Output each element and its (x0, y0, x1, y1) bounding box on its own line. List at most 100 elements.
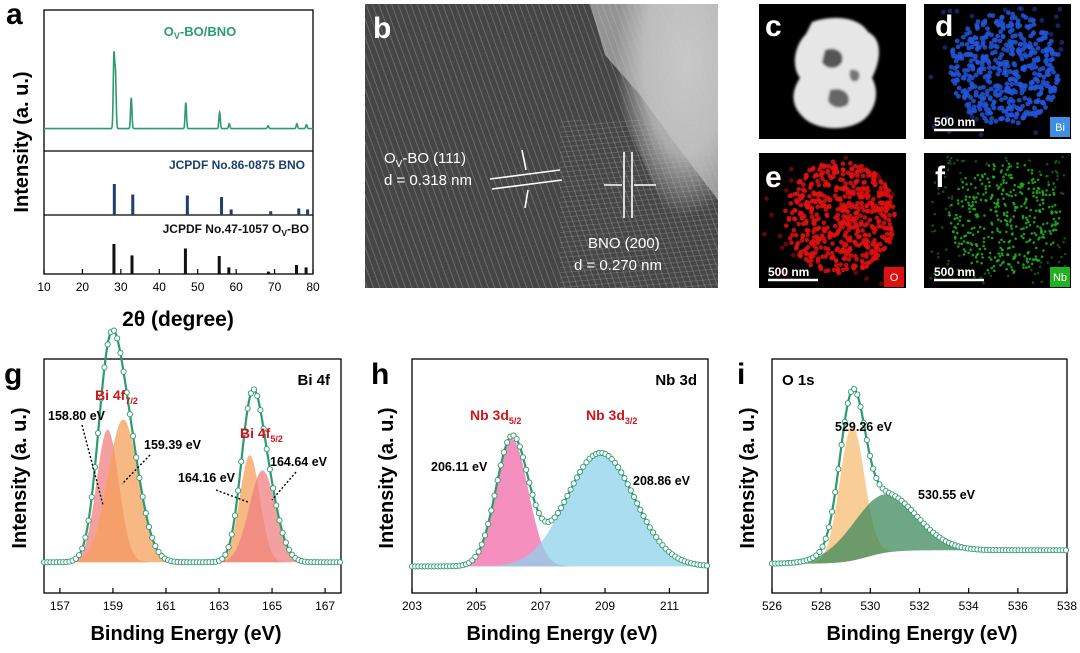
bi-dot-807 (973, 89, 979, 95)
bi-dot-897 (1026, 97, 1032, 103)
nb-dot-353 (1053, 203, 1057, 207)
i-point-87 (860, 419, 867, 427)
nb-dot-691 (992, 163, 995, 166)
nb-dot-616 (970, 205, 973, 208)
nb-dot-238 (1045, 162, 1049, 166)
o-dot-174 (769, 212, 774, 218)
bi-dot-674 (1017, 82, 1023, 87)
o-dot-857 (873, 252, 878, 257)
panel-letter-b: b (373, 12, 391, 45)
nb-dot-513 (950, 203, 953, 207)
o-dot-514 (860, 260, 866, 266)
o-dot-837 (887, 222, 893, 227)
nb-dot-535 (1028, 223, 1032, 227)
bi-dot-408 (1007, 29, 1013, 35)
bi-dot-353 (993, 89, 998, 94)
nb-dot-298 (1038, 170, 1041, 173)
bi-dot-750 (961, 34, 966, 40)
nb3d-x-axis-label: Binding Energy (eV) (466, 623, 657, 645)
o-dot-677 (862, 186, 867, 192)
nb-dot-325 (978, 225, 982, 229)
nb-dot-294 (992, 167, 996, 171)
o-dot-637 (864, 254, 869, 259)
o-dot-456 (834, 185, 839, 190)
bi-dot-398 (1009, 47, 1015, 53)
bi-dot-23 (995, 33, 1001, 39)
o-dot-359 (843, 262, 849, 268)
nb-dot-527 (1040, 231, 1043, 234)
nb-dot-114 (956, 216, 959, 220)
g-point-90 (136, 474, 143, 481)
nb-dot-580 (947, 271, 950, 275)
o1s-components (772, 425, 1067, 564)
bi-dot-784 (988, 120, 994, 125)
h-point-213 (634, 500, 641, 507)
bi-dot-855 (966, 101, 972, 107)
nb3d-5-2-label: Nb 3d5/2 (470, 407, 521, 426)
nb-dot-118 (961, 186, 965, 189)
nb-dot-620 (950, 197, 954, 201)
o-dot-718 (876, 175, 882, 180)
o-dot-737 (840, 161, 846, 167)
o1s-x-ticks: 526 528 530 532 534 536 538 (762, 588, 1077, 613)
bi-dot-814 (987, 65, 992, 70)
nb-dot-568 (979, 276, 983, 279)
bi-dot-881 (997, 68, 1002, 73)
nb-dot-306 (1043, 230, 1047, 233)
g-point-108 (155, 548, 162, 555)
bi-dot-876 (977, 85, 983, 91)
bi-dot-663 (1014, 111, 1020, 117)
nb-dot-20 (946, 262, 950, 266)
nb-dot-80 (968, 207, 971, 210)
nb-dot-424 (1019, 191, 1022, 194)
g-point-78 (123, 389, 130, 396)
bi-dot-635 (1055, 23, 1061, 29)
bi-badge (1050, 117, 1070, 137)
nb-badge-label: Nb (1053, 272, 1067, 284)
nb-dot-502 (996, 201, 999, 204)
bi-dot-725 (1040, 36, 1045, 41)
nb-dot-472 (1025, 226, 1028, 229)
nb-dot-70 (959, 171, 962, 175)
xrd-x-ticks: 10 20 30 40 50 60 70 80 (37, 269, 320, 294)
bi-dot-647 (1044, 48, 1049, 53)
bi-dot-392 (1057, 6, 1063, 12)
nb-dot-693 (1013, 209, 1017, 212)
bi-dot-401 (971, 98, 976, 104)
bi-dot-619 (1033, 84, 1039, 90)
nb-dot-372 (996, 198, 1000, 201)
nb-dot-491 (971, 253, 975, 257)
nb-dot-323 (998, 241, 1001, 244)
nb-dot-342 (1054, 169, 1058, 173)
nb-dot-116 (944, 186, 947, 189)
nb-dot-410 (1050, 210, 1053, 213)
h-point-279 (703, 562, 710, 569)
bi-dot-734 (950, 72, 956, 77)
nb-dot-317 (1031, 181, 1035, 185)
bi-dot-850 (957, 55, 963, 61)
bi-dot-795 (1019, 56, 1025, 62)
nb-dot-255 (1047, 180, 1050, 184)
bi-dot-696 (965, 26, 970, 32)
bi-dot-829 (955, 70, 960, 75)
g-point-96 (142, 510, 149, 517)
h-point-114 (529, 491, 536, 498)
nb-dot-675 (991, 230, 994, 234)
nb-dot-419 (952, 230, 955, 233)
nb-dot-378 (964, 250, 967, 253)
bi-dot-535 (993, 57, 998, 63)
nb-dot-125 (943, 175, 947, 179)
bi4f-7-2-label: Bi 4f7/2 (95, 387, 138, 406)
bi-dot-148 (1010, 11, 1016, 17)
g-point-99 (145, 523, 153, 530)
g-point-201 (254, 392, 261, 399)
bi-dot-675 (1051, 69, 1056, 75)
h-point-150 (567, 486, 574, 493)
o-dot-503 (779, 245, 785, 250)
i-point-72 (844, 400, 851, 407)
bi-dot-630 (1022, 52, 1028, 57)
o-dot-545 (859, 204, 865, 209)
g-point-198 (250, 386, 258, 393)
nb-dot-163 (974, 255, 978, 259)
nb-dot-42 (961, 205, 964, 208)
